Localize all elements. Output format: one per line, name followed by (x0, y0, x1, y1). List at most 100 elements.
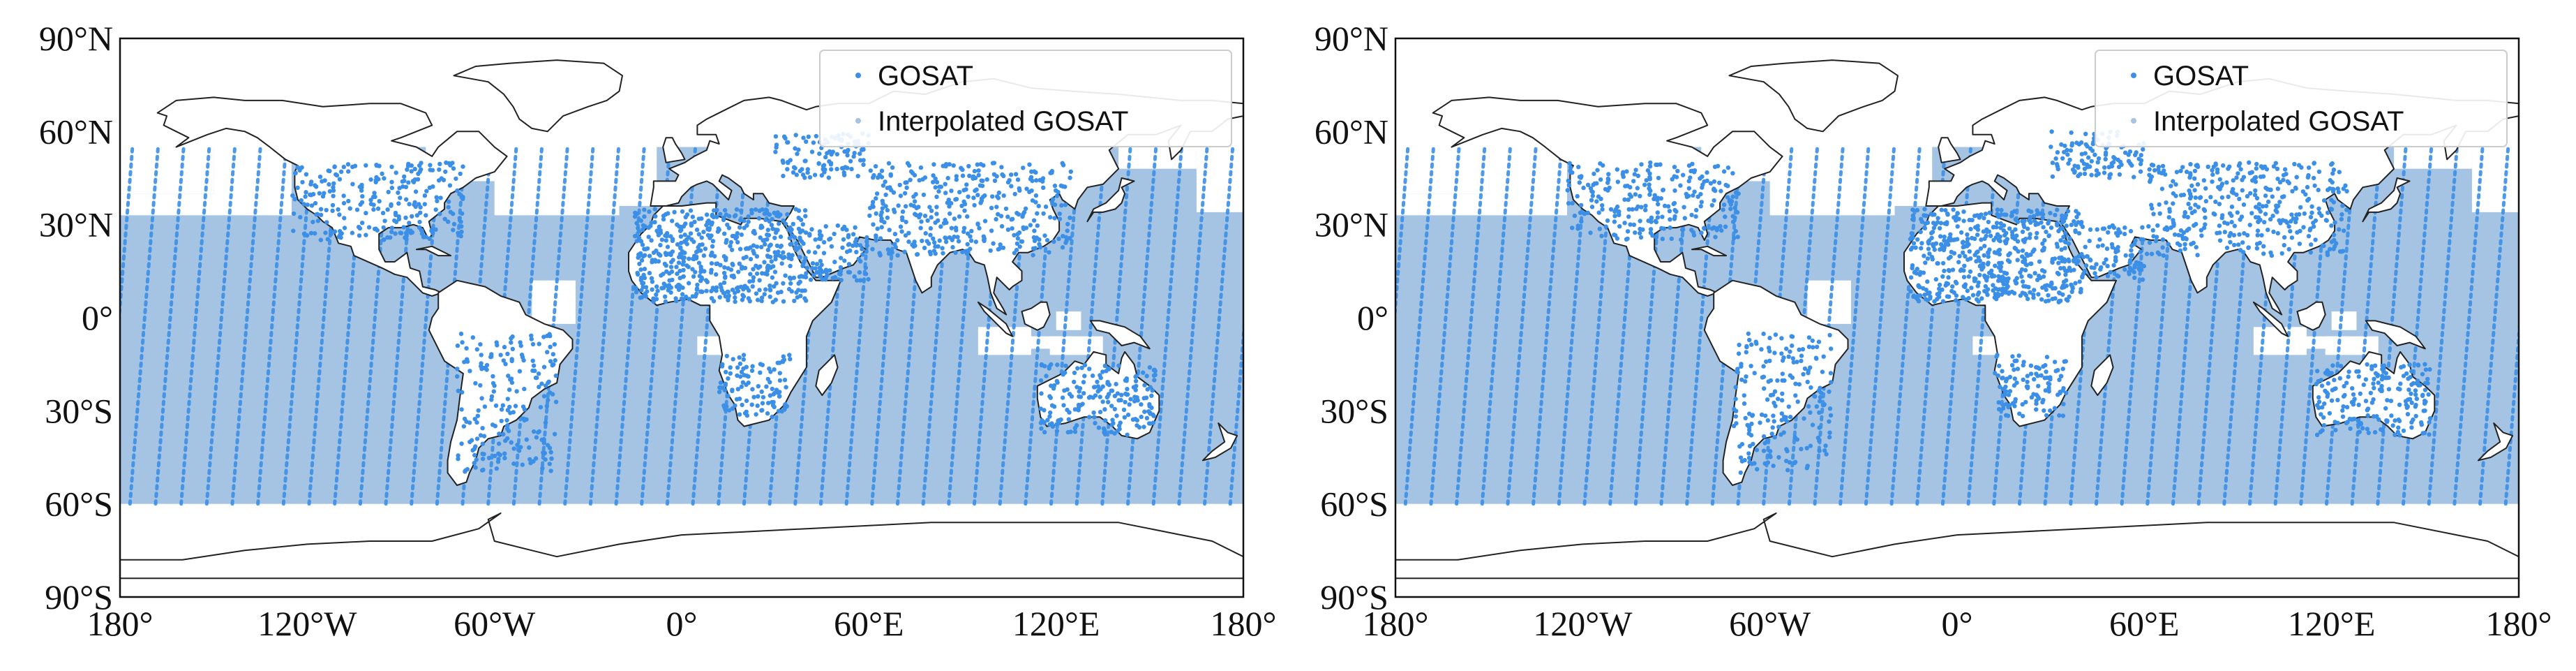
gosat-point (1643, 203, 1648, 209)
gosat-point (472, 417, 477, 422)
gosat-point (898, 193, 904, 198)
gosat-point (545, 443, 551, 448)
gosat-point (1028, 223, 1033, 228)
gosat-point (771, 392, 776, 397)
gosat-point (2189, 242, 2194, 246)
gosat-point (484, 362, 490, 368)
gosat-point (2392, 418, 2397, 423)
gosat-point (317, 175, 323, 179)
gosat-point (1647, 186, 1652, 191)
gosat-point (1985, 287, 1991, 292)
gosat-point (1144, 374, 1149, 378)
gosat-point (1686, 186, 1691, 191)
gosat-point (973, 239, 979, 244)
gosat-point (2152, 168, 2157, 173)
gosat-point (949, 189, 954, 193)
gosat-point (2377, 387, 2383, 392)
gosat-point (737, 246, 743, 251)
land-new-guinea (2365, 320, 2426, 350)
gosat-dense-points (290, 131, 1158, 474)
gosat-point (332, 229, 338, 234)
gosat-point (1923, 260, 1928, 265)
gosat-point (771, 399, 776, 405)
land-madagascar (2090, 354, 2114, 397)
gosat-point (1937, 282, 1942, 288)
gosat-point (1054, 429, 1060, 434)
gosat-point (1631, 222, 1637, 228)
gosat-point (1124, 392, 1130, 397)
gosat-point (2023, 399, 2028, 405)
lon-tick-label: 60°E (2109, 604, 2180, 643)
gosat-point (801, 241, 806, 246)
gosat-point (735, 387, 741, 392)
gosat-point (763, 217, 768, 223)
gosat-point (1827, 332, 1832, 338)
map-panel-left: 90°N60°N30°N0°30°S60°S90°S 180° 120°W 60°W… (39, 19, 1277, 643)
gosat-point (2219, 195, 2225, 200)
gosat-point (2055, 207, 2060, 212)
lon-tick-label: 180° (1363, 604, 1429, 643)
gosat-point (2266, 199, 2271, 205)
gosat-point (718, 212, 723, 216)
gosat-point (2206, 164, 2210, 169)
gosat-point (2151, 212, 2156, 216)
gosat-point (649, 238, 654, 243)
gosat-point (1808, 443, 1813, 448)
gosat-point (1058, 183, 1064, 189)
gosat-point (976, 168, 981, 173)
gosat-point (2321, 198, 2327, 203)
gosat-point (1648, 230, 1653, 235)
gosat-point (2213, 199, 2218, 205)
gosat-point (667, 278, 672, 283)
gosat-point (938, 184, 944, 189)
gosat-point (541, 334, 546, 339)
gosat-point (650, 279, 655, 284)
gosat-point (1979, 237, 1984, 242)
gosat-point (781, 250, 786, 255)
gosat-point (878, 236, 883, 241)
gosat-point (968, 238, 974, 243)
gosat-point (1631, 179, 1636, 184)
gosat-point (1942, 238, 1947, 243)
gosat-point (2094, 168, 2099, 173)
gosat-point (1682, 205, 1686, 209)
gosat-point (2316, 206, 2321, 211)
gosat-point (2028, 261, 2033, 266)
gosat-point (2009, 213, 2014, 219)
gosat-point (2040, 399, 2045, 405)
gosat-point (2312, 161, 2316, 166)
gosat-point (1931, 244, 1936, 249)
gosat-point (304, 233, 310, 238)
gosat-point (1784, 459, 1789, 464)
gosat-point (1731, 219, 1736, 224)
gosat-point (742, 219, 747, 223)
gosat-point (1649, 216, 1654, 221)
gosat-point (760, 401, 765, 406)
gosat-point (735, 231, 740, 236)
gosat-point (920, 238, 924, 244)
gosat-point (2025, 374, 2030, 378)
gosat-point (874, 191, 880, 196)
gosat-point (1054, 188, 1058, 193)
gosat-point (758, 362, 763, 367)
gosat-point (2369, 367, 2374, 371)
gosat-point (968, 234, 973, 239)
gosat-point (509, 336, 514, 341)
gosat-point (409, 163, 414, 168)
gosat-point (1925, 220, 1931, 226)
gosat-point (2112, 156, 2118, 161)
gosat-point (2060, 226, 2065, 231)
gosat-point (2192, 188, 2197, 193)
gosat-point (2067, 236, 2072, 241)
gosat-point (1024, 186, 1029, 191)
gosat-point (1065, 228, 1070, 233)
gosat-point (640, 242, 645, 247)
gosat-point (1779, 398, 1785, 403)
gosat-point (2339, 216, 2344, 222)
gosat-point (1975, 297, 1979, 302)
gosat-point (389, 185, 394, 191)
gosat-point (892, 232, 898, 237)
gosat-point (318, 237, 323, 242)
gosat-point (2119, 162, 2124, 167)
gosat-point (2073, 281, 2078, 286)
